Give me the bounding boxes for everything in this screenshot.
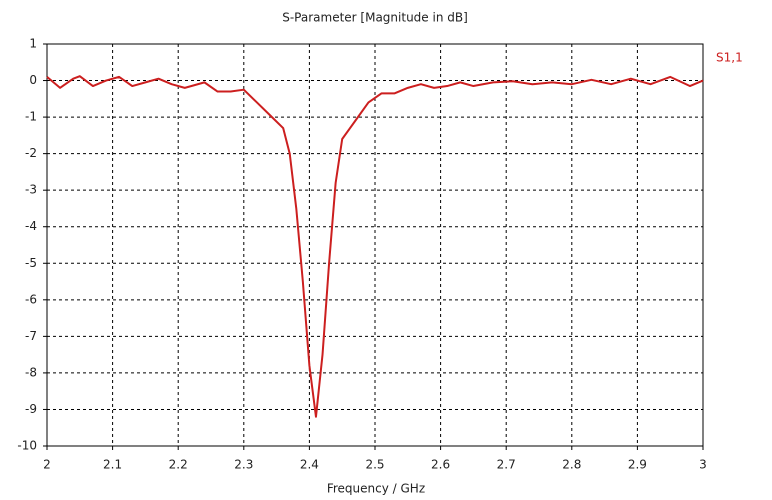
- x-tick-label: 2.1: [103, 458, 122, 472]
- y-tick-label: -2: [25, 146, 37, 160]
- legend-label: S1,1: [716, 51, 743, 65]
- y-tick-label: -10: [17, 439, 37, 453]
- y-tick-label: -4: [25, 219, 37, 233]
- x-tick-label: 2.4: [300, 458, 319, 472]
- x-tick-label: 2.2: [169, 458, 188, 472]
- y-tick-label: -1: [25, 110, 37, 124]
- y-tick-label: -9: [25, 402, 37, 416]
- x-tick-label: 2.5: [365, 458, 384, 472]
- y-tick-label: 0: [29, 73, 37, 87]
- y-tick-label: -5: [25, 256, 37, 270]
- x-tick-label: 2.7: [497, 458, 516, 472]
- y-tick-label: 1: [29, 37, 37, 51]
- x-tick-label: 2: [43, 458, 51, 472]
- x-axis-label: Frequency / GHz: [327, 482, 425, 496]
- x-tick-label: 2.8: [562, 458, 581, 472]
- y-tick-label: -7: [25, 329, 37, 343]
- x-tick-label: 2.6: [431, 458, 450, 472]
- line: [46, 75, 704, 418]
- y-tick-label: -6: [25, 292, 37, 306]
- chart-title: S-Parameter [Magnitude in dB]: [282, 11, 468, 25]
- y-tick-label: -8: [25, 365, 37, 379]
- plot-frame: [46, 43, 704, 447]
- x-tick-label: 2.9: [628, 458, 647, 472]
- x-tick-label: 3: [699, 458, 707, 472]
- x-tick-label: 2.3: [234, 458, 253, 472]
- y-tick-label: -3: [25, 183, 37, 197]
